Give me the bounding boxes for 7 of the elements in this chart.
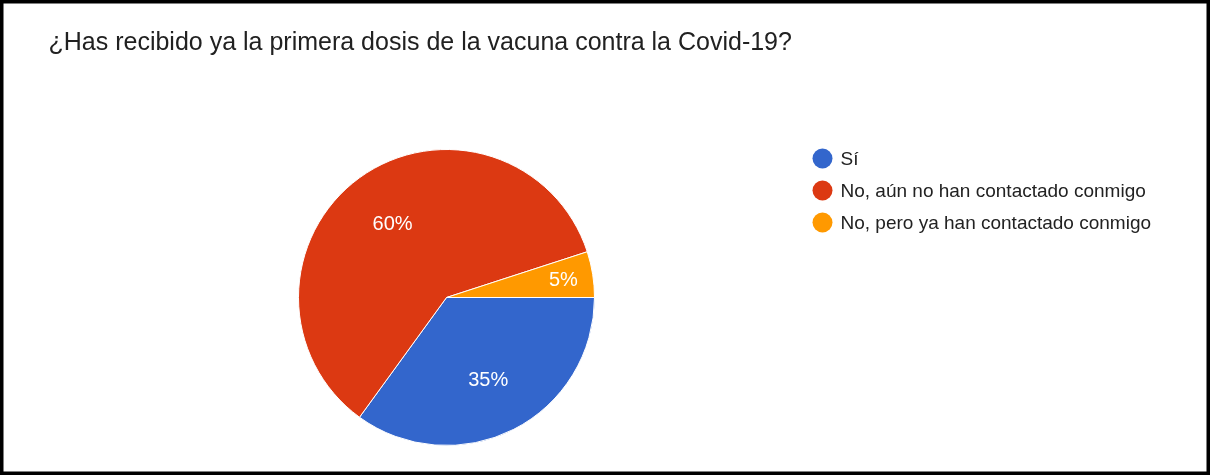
chart-title: ¿Has recibido ya la primera dosis de la vacuna contra la Covid-19?	[48, 26, 792, 55]
legend-label: Sí	[840, 148, 860, 169]
data-label: 35%	[468, 368, 509, 391]
legend-label: No, aún no han contactado conmigo	[840, 180, 1146, 201]
data-label: 5%	[548, 267, 579, 290]
data-label: 60%	[372, 212, 413, 235]
legend-label: No, pero ya han contactado conmigo	[840, 212, 1152, 233]
